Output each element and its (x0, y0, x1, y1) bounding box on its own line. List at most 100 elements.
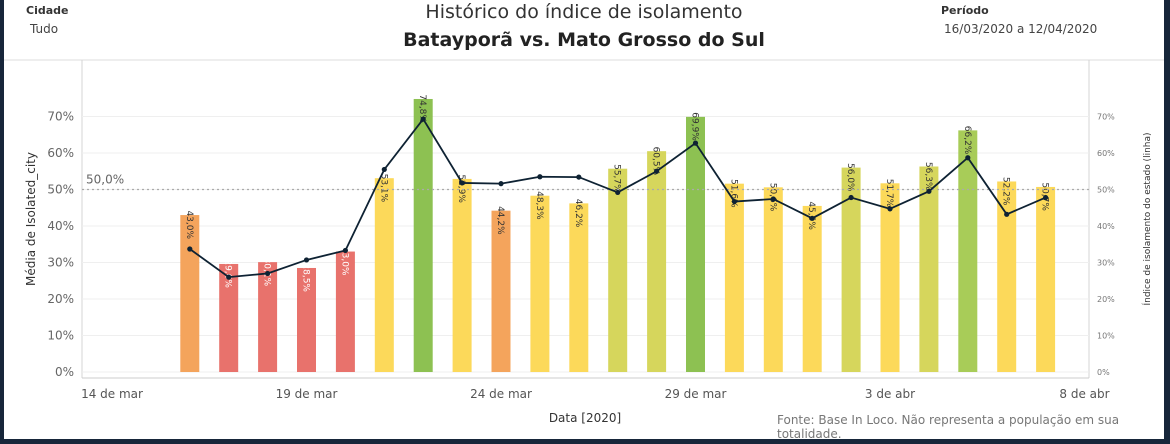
bar-value-label: 66,2% (962, 126, 972, 155)
state-line-point (1004, 211, 1010, 217)
state-line-point (770, 196, 776, 202)
state-line-point (926, 188, 932, 194)
bar (491, 210, 511, 372)
bar-value-label: 43,0% (184, 210, 194, 239)
bar-value-label: 52,2% (1001, 177, 1011, 206)
y-tick-label: 40% (47, 219, 74, 233)
state-line-point (887, 206, 893, 212)
filter-city-label: Cidade (26, 4, 69, 17)
bar (530, 195, 550, 372)
state-line-point (731, 198, 738, 205)
bar (841, 167, 861, 372)
state-line-point (615, 189, 621, 196)
bar (1036, 186, 1056, 372)
bar (219, 263, 239, 372)
bar-value-label: 28,5% (301, 263, 311, 292)
state-line-point (420, 116, 426, 122)
state-line-point (498, 181, 504, 187)
y2-tick-label: 40% (1097, 222, 1115, 231)
x-tick-label: 19 de mar (276, 387, 338, 401)
y-axis-title: Média de Isolated_city (24, 152, 38, 286)
bar (608, 168, 628, 372)
bar (880, 183, 900, 372)
bar-value-label: 74,8% (417, 94, 427, 123)
bar (180, 215, 200, 372)
bar (919, 166, 939, 372)
bar (763, 187, 783, 372)
y-tick-label: 50% (47, 183, 74, 197)
state-line-point (303, 257, 310, 263)
x-tick-label: 29 de mar (665, 387, 727, 401)
source-note: Fonte: Base In Loco. Não representa a po… (777, 413, 1120, 439)
bar-value-label: 69,9% (690, 112, 700, 141)
state-line-point (965, 155, 971, 161)
state-line-point (187, 246, 193, 252)
x-axis-title: Data [2020] (549, 411, 621, 425)
x-tick-label: 8 de abr (1059, 387, 1109, 401)
state-line-point (381, 166, 387, 173)
bar-value-label: 53,1% (378, 174, 388, 203)
y-tick-label: 70% (47, 110, 74, 124)
bar-value-label: 46,2% (573, 199, 583, 228)
x-tick-label: 3 de abr (865, 387, 915, 401)
bar (452, 178, 472, 372)
chart-subtitle: Batayporã vs. Mato Grosso do Sul (403, 29, 765, 51)
bar (958, 130, 978, 372)
state-line-point (459, 180, 465, 186)
state-line-point (342, 247, 348, 254)
y-tick-label: 30% (47, 256, 74, 270)
y2-tick-label: 0% (1097, 368, 1110, 377)
state-line-point (265, 270, 271, 277)
y-tick-label: 60% (47, 146, 74, 160)
bar (297, 267, 316, 372)
y-tick-label: 20% (47, 292, 74, 306)
bar-value-label: 29,6% (223, 259, 233, 288)
y2-tick-label: 10% (1097, 332, 1115, 341)
filter-period-label: Período (941, 4, 989, 17)
bar (647, 151, 667, 372)
dashboard-frame: Cidade Tudo Histórico do índice de isola… (4, 0, 1164, 439)
filter-city-value[interactable]: Tudo (30, 22, 59, 36)
bar (802, 205, 822, 372)
bar-value-label: 51,6% (728, 179, 738, 208)
bar (374, 178, 394, 372)
bar-value-label: 56,3% (923, 162, 933, 191)
bar-value-label: 51,7% (884, 179, 894, 208)
bar-value-label: 48,3% (534, 191, 544, 220)
state-line-point (576, 174, 582, 180)
chart-title: Histórico do índice de isolamento (425, 1, 743, 23)
state-line-point (692, 140, 699, 146)
bar (569, 203, 589, 372)
bar (335, 251, 355, 372)
y2-tick-label: 60% (1097, 149, 1115, 158)
filter-period-value[interactable]: 16/03/2020 a 12/04/2020 (944, 22, 1098, 36)
x-tick-label: 14 de mar (81, 387, 143, 401)
bar-value-label: 56,0% (845, 163, 855, 192)
state-line-point (1043, 194, 1049, 201)
bar-value-label: 52,9% (456, 174, 466, 203)
y2-axis-title: Índice de isolamento do estado (linha) (1141, 132, 1153, 305)
bar (258, 262, 278, 372)
bar (997, 181, 1017, 372)
reference-line-label: 50,0% (86, 173, 124, 187)
y2-tick-label: 20% (1097, 295, 1115, 304)
bar-value-label: 45,5% (806, 201, 816, 230)
state-line-point (654, 168, 660, 174)
y-tick-label: 10% (47, 329, 74, 343)
state-line-point (226, 274, 232, 280)
bar-value-label: 44,2% (495, 206, 505, 235)
isolation-chart: 0% 0% 10% 10% 20% 20% 30% 30% 40% 40% 50% 50% 60% 60%… (4, 59, 1164, 425)
bar-value-label: 33,0% (339, 247, 349, 276)
bar (413, 98, 433, 372)
state-line-point (848, 194, 854, 201)
y-tick-label: 0% (55, 365, 74, 379)
y2-tick-label: 50% (1097, 186, 1115, 195)
y2-tick-label: 30% (1097, 259, 1115, 268)
x-tick-label: 24 de mar (470, 387, 532, 401)
state-line-point (537, 174, 543, 180)
bar (686, 116, 705, 373)
bar (724, 183, 744, 372)
bar-value-label: 55,7% (612, 164, 622, 193)
state-line-point (809, 215, 815, 221)
y2-tick-label: 70% (1097, 113, 1115, 122)
